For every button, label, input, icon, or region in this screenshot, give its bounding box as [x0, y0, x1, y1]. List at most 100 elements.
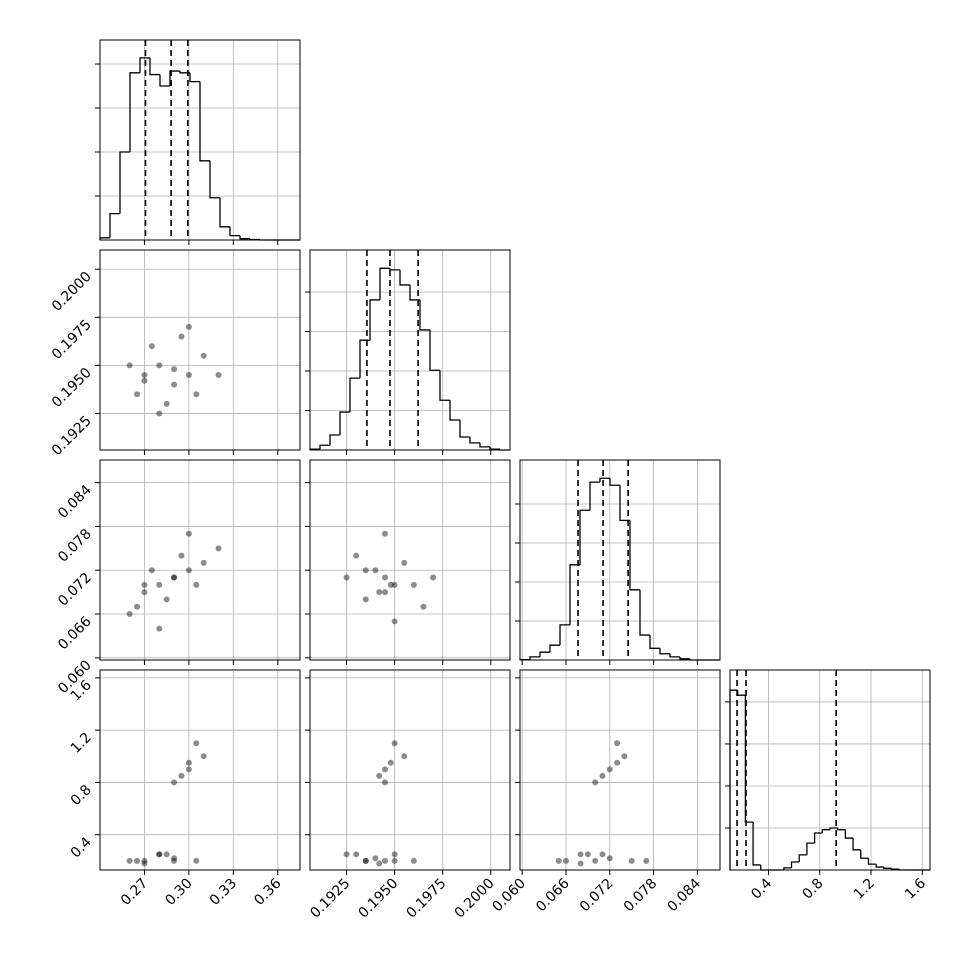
histogram-step	[813, 832, 823, 844]
y-tick-label: 1.2	[68, 730, 95, 757]
panel-frame	[519, 459, 721, 661]
histogram-step	[609, 478, 620, 486]
x-tick-label: 0.060	[489, 876, 529, 916]
scatter-point	[599, 772, 606, 779]
scatter-point	[141, 860, 148, 867]
scatter-point	[382, 530, 388, 537]
scatter-point	[171, 779, 178, 786]
y-tick-label: 0.1950	[49, 365, 95, 411]
scatter-point	[185, 323, 192, 330]
panel-frame	[99, 249, 301, 451]
scatter-point	[387, 759, 394, 766]
x-tick-label: 0.1925	[307, 876, 353, 922]
panel-frame	[309, 669, 511, 871]
x-tick-label: 0.33	[207, 876, 240, 909]
scatter-point	[382, 589, 388, 596]
scatter-point	[376, 772, 383, 779]
y-tick-label: 0.8	[68, 782, 95, 809]
scatter-point	[200, 559, 207, 566]
scatter-point	[178, 772, 185, 779]
scatter-point	[343, 574, 350, 581]
scatter-point	[606, 766, 613, 773]
scatter-point	[382, 574, 388, 581]
scatter-point	[430, 574, 437, 581]
panel-frame	[99, 39, 301, 241]
scatter-point	[141, 857, 148, 864]
histogram-step	[439, 370, 450, 401]
panel-frame	[309, 249, 511, 451]
histogram-step	[829, 827, 838, 830]
histogram-step	[319, 444, 330, 450]
histogram-step	[737, 690, 746, 696]
histogram-step	[579, 509, 590, 565]
scatter-point	[141, 581, 148, 588]
scatter-point	[148, 567, 155, 574]
scatter-point	[562, 857, 569, 864]
scatter-point	[372, 855, 379, 862]
histogram-step	[649, 635, 660, 649]
scatter-point	[606, 855, 613, 862]
histogram-step	[379, 267, 390, 300]
histogram-step	[844, 829, 854, 839]
y-tick-label: 0.084	[55, 482, 95, 522]
scatter-point	[141, 589, 148, 596]
x-tick-label: 0.36	[251, 875, 284, 908]
scatter-point	[141, 372, 148, 378]
scatter-point	[171, 574, 178, 581]
scatter-point	[200, 352, 207, 359]
scatter-point	[134, 391, 141, 398]
scatter-point	[391, 851, 398, 858]
scatter-point	[163, 851, 170, 858]
scatter-point	[410, 857, 417, 864]
scatter-point	[420, 603, 427, 610]
scatter-point	[628, 857, 635, 864]
scatter-point	[382, 766, 388, 773]
histogram-step	[639, 589, 650, 636]
histogram-step	[119, 151, 130, 214]
histogram-step	[529, 656, 540, 660]
histogram-step	[852, 838, 861, 851]
scatter-point	[577, 851, 584, 858]
scatter-point	[193, 391, 200, 398]
scatter-point	[171, 855, 178, 862]
x-tick-label: 1.2	[851, 876, 878, 903]
histogram-step	[860, 849, 869, 859]
histogram-step	[559, 624, 570, 646]
histogram-step	[409, 284, 420, 301]
scatter-point	[599, 851, 606, 858]
scatter-point	[185, 372, 192, 378]
scatter-point	[362, 857, 369, 864]
histogram-step	[169, 70, 180, 87]
histogram-step	[109, 212, 120, 238]
scatter-point	[171, 381, 178, 388]
histogram-step	[589, 481, 600, 511]
histogram-step	[389, 268, 400, 271]
scatter-point	[156, 581, 163, 588]
scatter-point	[185, 759, 192, 766]
histogram-step	[399, 269, 410, 286]
scatter-point	[592, 779, 599, 786]
histogram-step	[349, 377, 360, 413]
scatter-point	[171, 574, 178, 581]
histogram-step	[549, 644, 560, 653]
histogram-step	[790, 861, 800, 868]
scatter-point	[193, 581, 200, 588]
scatter-point	[193, 740, 200, 747]
x-tick-label: 0.27	[118, 876, 151, 909]
histogram-step	[569, 564, 580, 625]
histogram-step	[679, 656, 690, 660]
histogram-step	[459, 419, 470, 438]
histogram-step	[539, 651, 550, 657]
histogram-step	[890, 868, 900, 870]
histogram-step	[199, 81, 210, 162]
scatter-point	[126, 362, 133, 369]
x-tick-label: 0.30	[162, 876, 195, 909]
scatter-point	[382, 779, 388, 786]
scatter-point	[391, 857, 398, 864]
scatter-point	[185, 766, 192, 773]
histogram-step	[239, 235, 250, 240]
scatter-point	[353, 851, 360, 858]
panel-frame	[309, 459, 511, 661]
scatter-point	[141, 377, 148, 384]
